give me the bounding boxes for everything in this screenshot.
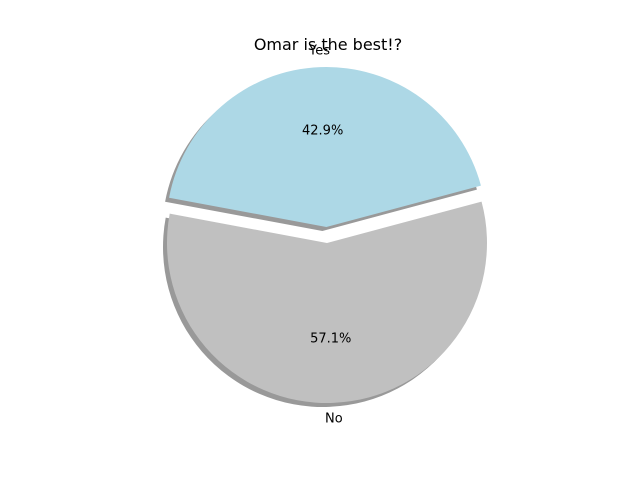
- percent-label-no: 57.1%: [310, 331, 351, 346]
- pie-slices: [167, 67, 488, 403]
- pie-slice-no: [167, 201, 488, 403]
- percent-label-yes: 42.9%: [302, 124, 343, 139]
- pie-labels: Yes 42.9% No 57.1%: [302, 44, 351, 427]
- slice-label-no: No: [325, 411, 343, 426]
- slice-label-yes: Yes: [308, 44, 330, 59]
- pie-slice-yes: [169, 67, 481, 228]
- chart-title: Omar is the best!?: [254, 35, 402, 54]
